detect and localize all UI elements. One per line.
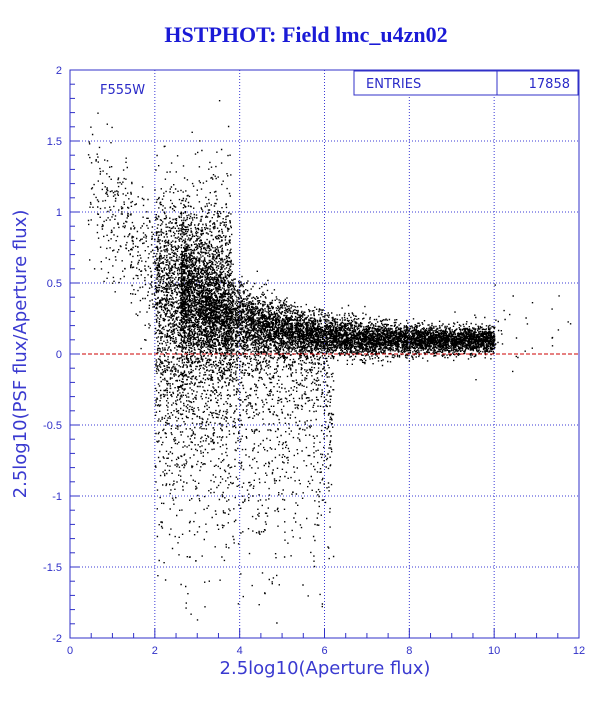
y-tick-label: -0.5 <box>43 420 62 432</box>
x-tick-label: 4 <box>237 645 243 657</box>
page-title: HSTPHOT: Field lmc_u4zn02 <box>164 22 448 47</box>
x-tick-label: 10 <box>488 645 500 657</box>
y-tick-label: 1.5 <box>47 136 62 148</box>
entries-label: ENTRIES <box>366 77 421 92</box>
x-tick-label: 6 <box>321 645 327 657</box>
y-tick-label: 0.5 <box>47 278 62 290</box>
x-tick-label: 2 <box>152 645 158 657</box>
scatter-points <box>87 100 572 624</box>
axis-ticks: 0 2 4 6 8 10 12 -2 -1.5 -1 -0.5 0 0.5 1 1.5 2 <box>43 65 585 657</box>
x-tick-label: 0 <box>67 645 73 657</box>
x-axis-title: 2.5log10(Aperture flux) <box>220 658 431 679</box>
y-tick-label: 0 <box>56 349 62 361</box>
y-axis-title: 2.5log10(PSF flux/Aperture flux) <box>10 210 31 499</box>
scatter-point-cloud <box>87 100 572 624</box>
entries-value: 17858 <box>529 77 570 92</box>
stats-box: ENTRIES 17858 <box>353 70 579 96</box>
y-tick-label: 1 <box>56 207 62 219</box>
y-tick-label: 2 <box>56 65 62 77</box>
x-tick-label: 8 <box>406 645 412 657</box>
x-tick-label: 12 <box>573 645 585 657</box>
y-tick-label: -1.5 <box>43 562 62 574</box>
y-tick-label: -2 <box>52 633 62 645</box>
y-tick-label: -1 <box>52 491 62 503</box>
filter-label: F555W <box>100 83 145 98</box>
